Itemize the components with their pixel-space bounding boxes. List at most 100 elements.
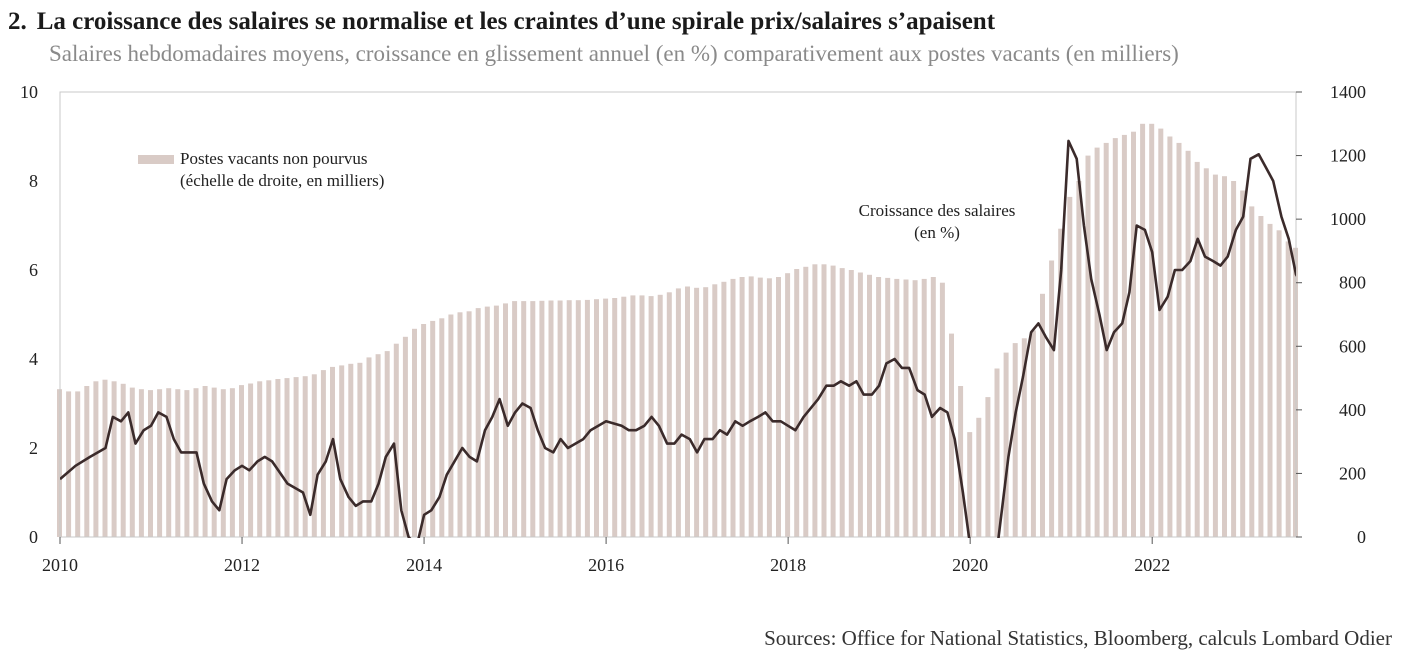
vacancy-bar xyxy=(193,388,199,537)
vacancy-bar xyxy=(1131,131,1136,537)
vacancy-bar xyxy=(539,300,545,537)
vacancy-bar xyxy=(912,280,918,537)
vacancy-bar xyxy=(357,362,363,537)
vacancy-bar xyxy=(184,390,190,537)
vacancy-bar xyxy=(284,378,290,537)
y-right-tick-label: 1400 xyxy=(1330,82,1366,102)
vacancy-bar xyxy=(1085,155,1091,537)
vacancy-bar xyxy=(248,383,254,537)
vacancy-bar xyxy=(430,320,436,537)
vacancy-bar xyxy=(421,324,427,537)
vacancy-bar xyxy=(1276,230,1282,538)
x-tick-label: 2010 xyxy=(42,555,78,575)
vacancy-bar xyxy=(402,336,408,538)
y-right-tick-label: 800 xyxy=(1339,273,1366,293)
vacancy-bar xyxy=(584,299,590,537)
vacancy-bar xyxy=(958,386,964,537)
vacancy-bar xyxy=(639,295,645,537)
x-tick-label: 2018 xyxy=(770,555,806,575)
vacancy-bar xyxy=(1267,223,1273,537)
vacancy-bar xyxy=(557,300,563,537)
vacancy-bar xyxy=(794,269,800,537)
vacancy-bar xyxy=(148,390,153,537)
vacancy-bar xyxy=(448,314,454,537)
vacancy-bar xyxy=(239,385,244,537)
vacancy-bar xyxy=(493,305,499,537)
vacancy-bar xyxy=(384,351,390,537)
vacancy-bar xyxy=(293,377,299,537)
vacancy-bar xyxy=(412,328,417,537)
vacancy-bar xyxy=(475,308,481,537)
vacancy-bar xyxy=(839,268,845,537)
y-left-tick-label: 8 xyxy=(29,171,38,191)
vacancy-bar xyxy=(330,366,335,537)
vacancy-bar xyxy=(1112,138,1118,537)
vacancy-bar xyxy=(375,354,381,537)
vacancy-bar xyxy=(129,387,135,537)
chart-title-row: 2. La croissance des salaires se normalis… xyxy=(8,8,995,36)
vacancy-bar xyxy=(776,277,781,537)
vacancy-bar xyxy=(594,299,599,537)
vacancy-bar xyxy=(621,296,627,537)
vacancy-bar xyxy=(739,277,745,537)
vacancy-bar xyxy=(302,376,308,537)
vacancy-bar xyxy=(202,386,208,537)
vacancy-bar xyxy=(439,318,445,537)
vacancy-bar xyxy=(821,264,827,537)
vacancy-bar xyxy=(657,294,663,537)
vacancy-bar xyxy=(830,265,836,537)
vacancy-bar xyxy=(857,272,863,537)
vacancy-bar xyxy=(366,357,372,537)
x-axis: 2010 2012 2014 2016 2018 2020 2022 xyxy=(42,537,1170,575)
vacancy-bar xyxy=(229,388,235,537)
vacancy-bar xyxy=(766,278,772,537)
x-tick-label: 2020 xyxy=(952,555,988,575)
vacancy-bar xyxy=(66,391,72,537)
vacancy-bar xyxy=(1076,181,1082,537)
vacancy-bar xyxy=(393,343,399,537)
vacancy-bar xyxy=(220,389,226,537)
vacancy-bar xyxy=(949,333,954,537)
vacancy-bar xyxy=(484,306,490,537)
vacancy-bar xyxy=(548,300,554,537)
vacancy-bar xyxy=(694,287,700,537)
vacancy-bar xyxy=(603,298,609,537)
vacancy-bar xyxy=(994,368,1000,537)
vacancy-bar xyxy=(967,432,973,537)
vacancy-bar xyxy=(311,374,317,537)
plot-frame xyxy=(59,91,1297,538)
vacancy-bar xyxy=(1231,181,1237,537)
vacancy-bar xyxy=(748,276,754,537)
vacancy-bar xyxy=(976,417,982,537)
vacancy-bar xyxy=(703,287,709,537)
vacancy-bar xyxy=(921,278,927,537)
vacancy-bar xyxy=(521,301,527,537)
y-right-tick-label: 0 xyxy=(1357,527,1366,547)
annotation-line2: (en %) xyxy=(914,223,960,242)
vacancy-bar xyxy=(348,363,354,537)
vacancy-bar xyxy=(1012,343,1018,537)
vacancy-bar xyxy=(985,397,991,537)
vacancy-bar xyxy=(785,273,791,537)
vacancy-bar xyxy=(812,264,818,537)
legend-swatch xyxy=(138,155,174,164)
vacancy-bar xyxy=(894,278,900,537)
vacancy-bar xyxy=(1058,228,1064,537)
chart-title: La croissance des salaires se normalise … xyxy=(36,8,996,35)
vacancy-bar xyxy=(466,311,472,537)
vacancy-bar xyxy=(1167,136,1173,537)
y-left-tick-label: 0 xyxy=(29,527,38,547)
vacancy-bar xyxy=(885,277,891,537)
vacancy-bar xyxy=(1185,150,1191,538)
vacancy-bar xyxy=(1103,142,1109,537)
vacancy-bar xyxy=(1194,161,1200,537)
y-right-tick-label: 200 xyxy=(1339,463,1366,483)
vacancy-bar xyxy=(712,284,718,537)
vacancy-bar xyxy=(1203,168,1209,538)
vacancy-bar xyxy=(1158,128,1164,537)
vacancy-bar xyxy=(1176,142,1182,537)
vacancies-bars xyxy=(57,123,1298,538)
y-right-tick-label: 1000 xyxy=(1330,209,1366,229)
y-axis-left: 0 2 4 6 8 10 xyxy=(20,82,38,547)
